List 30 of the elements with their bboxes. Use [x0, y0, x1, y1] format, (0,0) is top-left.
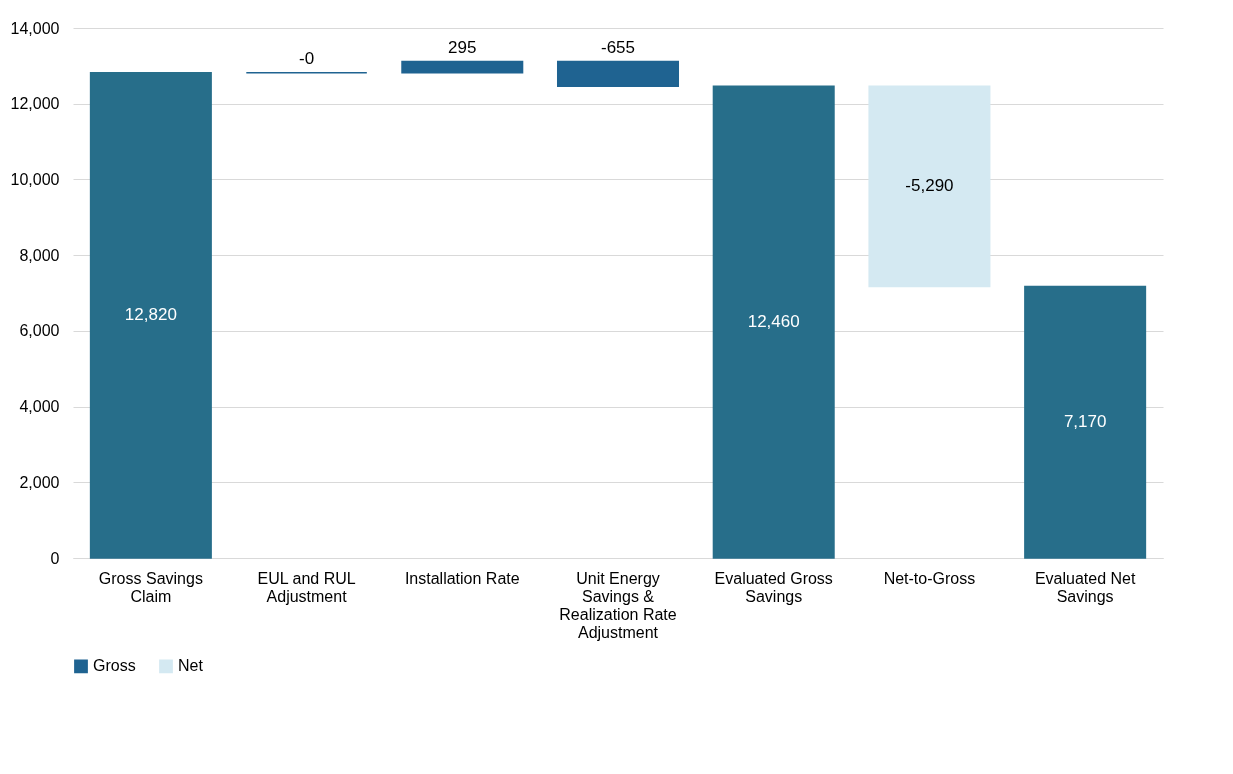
data-label: 12,460 [747, 312, 800, 332]
y-tick-label: 10,000 [10, 170, 60, 188]
bar [89, 71, 212, 559]
y-tick-label: 0 [50, 549, 60, 567]
x-tick-label: Net-to-Gross [883, 569, 976, 587]
x-tick-label: Unit Energy Savings & Realization Rate Adjustment [559, 569, 677, 641]
y-tick-label: 4,000 [19, 398, 60, 416]
data-label: 295 [448, 37, 477, 57]
bar [1024, 285, 1147, 559]
x-tick-label: EUL and RUL Adjustment [257, 569, 356, 605]
data-label: -5,290 [905, 176, 954, 196]
x-tick-label: Evaluated Gross Savings [714, 569, 833, 605]
legend-label: Gross [93, 657, 136, 675]
bar [401, 60, 524, 74]
bar [712, 85, 835, 559]
data-label: 12,820 [124, 305, 177, 325]
data-label: 7,170 [1063, 412, 1107, 432]
y-tick-label: 2,000 [19, 473, 60, 491]
y-tick-label: 8,000 [19, 246, 60, 264]
y-tick-label: 12,000 [10, 95, 60, 113]
y-tick-label: 14,000 [10, 19, 60, 37]
x-tick-label: Installation Rate [404, 569, 520, 587]
x-tick-label: Evaluated Net Savings [1034, 569, 1136, 605]
y-tick-label: 6,000 [19, 322, 60, 340]
x-tick-label: Gross Savings Claim [98, 569, 203, 605]
data-label: -655 [600, 37, 636, 57]
bar [868, 85, 991, 288]
data-label: -0 [299, 48, 315, 68]
legend-label: Net [178, 657, 204, 675]
bar [556, 60, 680, 88]
